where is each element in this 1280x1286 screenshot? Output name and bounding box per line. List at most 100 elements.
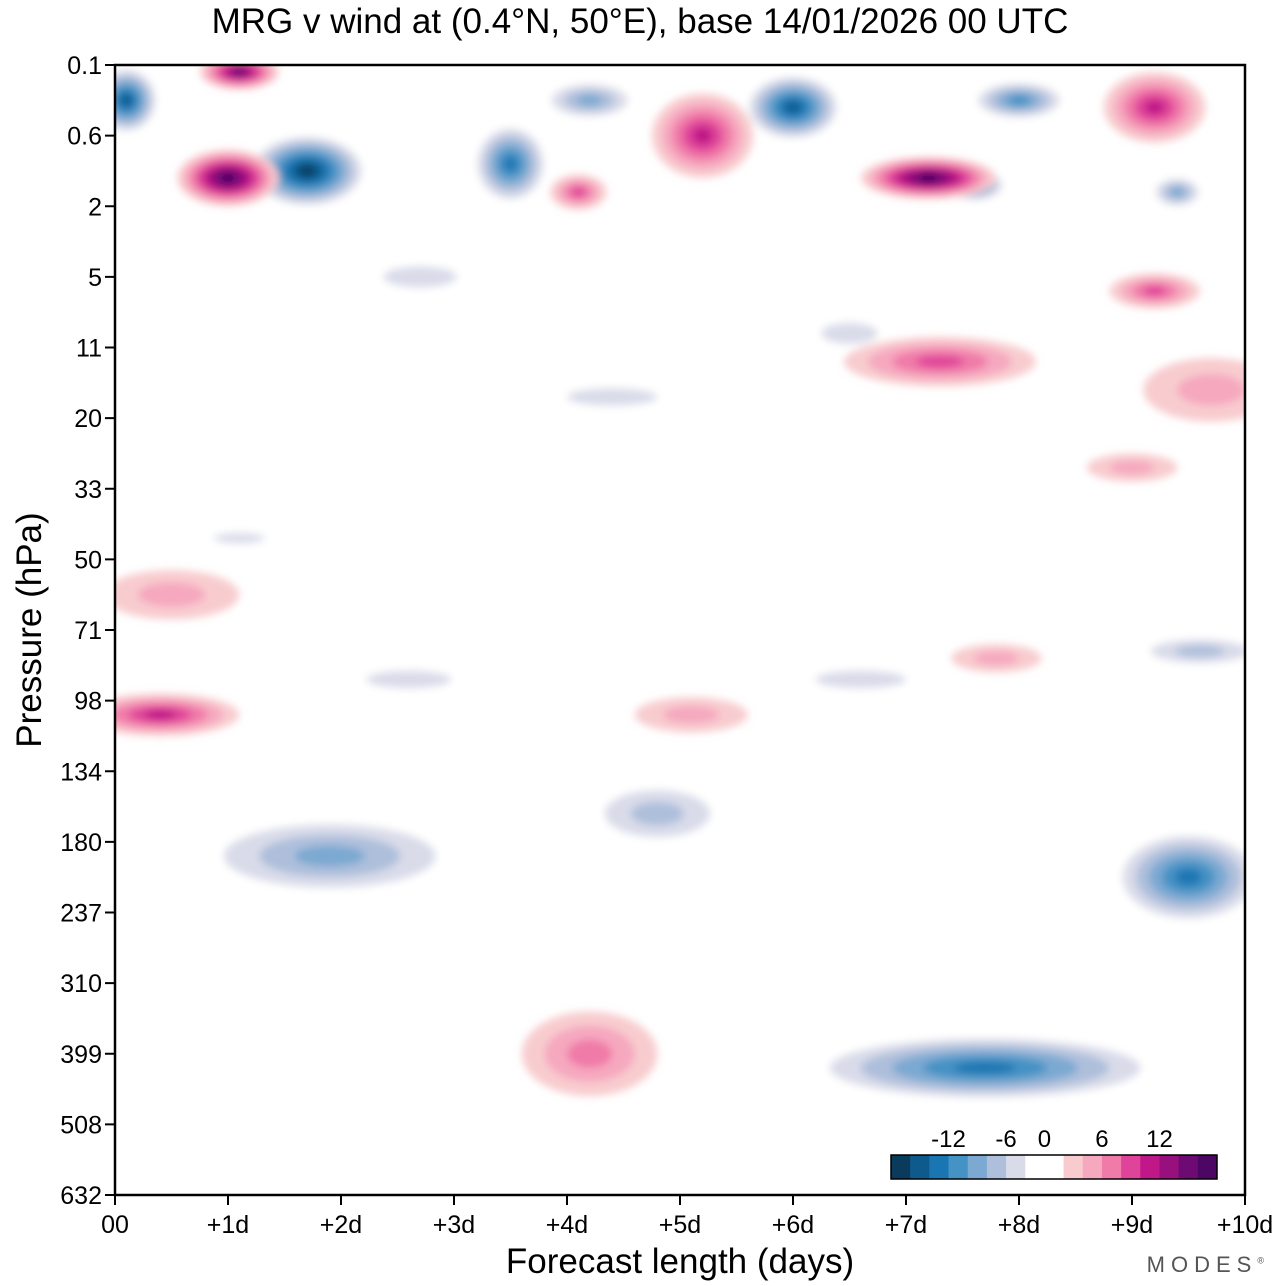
x-tick-label: +4d xyxy=(546,1211,588,1239)
colorbar-swatch xyxy=(1044,1155,1065,1179)
colorbar-label: 12 xyxy=(1146,1126,1173,1153)
y-tick-label: 399 xyxy=(60,1041,102,1069)
chart-title: MRG v wind at (0.4°N, 50°E), base 14/01/… xyxy=(211,2,1069,41)
y-tick-label: 310 xyxy=(60,970,102,998)
y-tick-label: 11 xyxy=(76,335,102,363)
x-axis-label: Forecast length (days) xyxy=(505,1242,855,1281)
contour-feature xyxy=(1086,453,1178,482)
contour-feature xyxy=(538,79,641,122)
x-tick-label: +6d xyxy=(772,1211,814,1239)
y-tick-label: 71 xyxy=(74,617,102,645)
contour-field xyxy=(115,65,1245,1234)
contour-feature xyxy=(177,149,279,207)
colorbar-swatch xyxy=(910,1155,930,1179)
contour-feature xyxy=(521,1011,658,1097)
y-axis: 0.1 0.6 2 5 11 20 33 50 71 98 134 180 237 310 399 508 63… xyxy=(60,52,115,1210)
contour-feature xyxy=(968,79,1070,122)
contour-band xyxy=(973,651,1020,666)
y-tick-label: 0.1 xyxy=(67,52,102,80)
contour-band xyxy=(920,173,938,183)
contour-feature xyxy=(521,379,703,415)
contour-band xyxy=(1170,187,1185,198)
y-tick-label: 134 xyxy=(60,758,102,786)
contour-feature xyxy=(244,132,370,210)
contour-band xyxy=(120,95,133,106)
y-tick-label: 98 xyxy=(74,688,102,716)
colorbar-label: 6 xyxy=(1095,1126,1108,1153)
contour-band xyxy=(567,1039,613,1068)
contour-band xyxy=(576,95,603,106)
contour-feature xyxy=(1126,633,1245,669)
colorbar-swatch xyxy=(1197,1155,1218,1179)
contour-feature xyxy=(798,1032,1172,1104)
contour-band xyxy=(1175,645,1225,658)
colorbar-swatch xyxy=(1178,1155,1199,1179)
contour-feature xyxy=(1109,273,1200,309)
contour-feature xyxy=(843,336,1036,387)
contour-feature xyxy=(324,661,494,698)
y-tick-label: 2 xyxy=(88,193,102,221)
contour-band xyxy=(144,709,177,720)
contour-feature xyxy=(1103,72,1206,143)
colorbar-swatch xyxy=(1101,1155,1122,1179)
contour-feature xyxy=(115,65,161,136)
contour-feature xyxy=(634,697,748,733)
contour-feature xyxy=(951,644,1042,673)
colorbar-swatch xyxy=(891,1155,911,1179)
colorbar-label: 0 xyxy=(1038,1126,1051,1153)
colorbar-swatch xyxy=(1006,1155,1026,1179)
colorbar-swatch xyxy=(1159,1155,1180,1179)
contour-band xyxy=(503,156,518,171)
contour-feature xyxy=(188,527,291,549)
contour-feature xyxy=(651,93,754,178)
contour-band xyxy=(821,322,878,344)
y-tick-label: 5 xyxy=(88,264,102,292)
y-axis-label: Pressure (hPa) xyxy=(10,512,49,748)
contour-feature xyxy=(578,778,737,849)
contour-feature xyxy=(770,661,952,698)
colorbar-swatch xyxy=(1082,1155,1103,1179)
contour-band xyxy=(383,266,457,288)
colorbar-swatch xyxy=(1140,1155,1160,1179)
contour-band xyxy=(213,532,265,544)
contour-band xyxy=(1143,286,1166,296)
contour-feature xyxy=(742,72,844,143)
colorbar-label: -6 xyxy=(995,1126,1016,1153)
contour-band xyxy=(815,670,906,689)
x-tick-label: +10d xyxy=(1217,1211,1273,1239)
contour-band xyxy=(785,102,801,113)
colorbar-swatch xyxy=(967,1155,988,1179)
y-tick-label: 0.6 xyxy=(67,123,102,151)
contour-band xyxy=(567,388,658,406)
contour-feature xyxy=(550,174,607,210)
contour-band xyxy=(1177,373,1245,406)
x-axis: 00 +1d +2d +3d +4d +5d +6d +7d +8d +9d +10d xyxy=(101,1195,1273,1239)
contour-band xyxy=(366,670,452,689)
contour-band xyxy=(1109,460,1155,475)
contour-feature xyxy=(346,255,494,299)
contour-band xyxy=(1175,868,1202,886)
contour-band xyxy=(294,845,366,867)
contour-feature xyxy=(1143,358,1245,422)
colorbar-swatch xyxy=(929,1155,950,1179)
x-tick-label: +8d xyxy=(998,1211,1040,1239)
colorbar-swatch xyxy=(1121,1155,1141,1179)
x-tick-label: +7d xyxy=(885,1211,927,1239)
contour-band xyxy=(137,582,206,608)
x-tick-label: +2d xyxy=(320,1211,362,1239)
contour-feature xyxy=(188,813,471,899)
y-tick-label: 237 xyxy=(60,900,102,928)
contour-band xyxy=(692,127,713,145)
contour-feature xyxy=(115,693,240,736)
contour-feature xyxy=(199,65,279,90)
y-tick-label: 50 xyxy=(74,546,102,574)
x-tick-label: +9d xyxy=(1111,1211,1153,1239)
brand-mark: ® xyxy=(1257,1255,1264,1266)
y-tick-label: 180 xyxy=(60,829,102,857)
contour-feature xyxy=(1148,174,1206,210)
contour-band xyxy=(132,1213,211,1234)
contour-feature xyxy=(470,121,551,207)
contour-band xyxy=(221,173,235,183)
colorbar-swatch xyxy=(1063,1155,1084,1179)
